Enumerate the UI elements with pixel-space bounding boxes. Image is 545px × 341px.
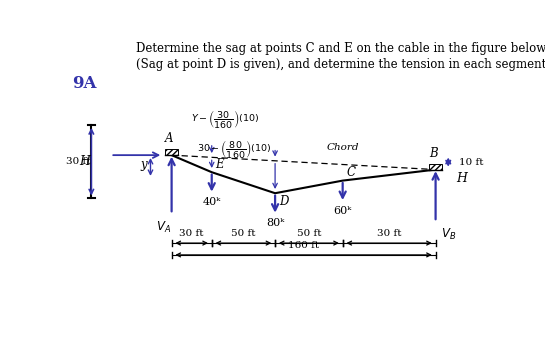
Text: 50 ft: 50 ft [231, 229, 256, 238]
Text: $Y-\left(\dfrac{30}{160}\right)(10)$: $Y-\left(\dfrac{30}{160}\right)(10)$ [191, 108, 259, 130]
Text: 30 ft: 30 ft [66, 157, 91, 166]
Text: 9A: 9A [72, 75, 97, 92]
Text: 40ᵏ: 40ᵏ [203, 197, 221, 207]
Text: 50 ft: 50 ft [296, 229, 321, 238]
Text: $V_A$: $V_A$ [156, 220, 171, 235]
Text: A: A [165, 132, 174, 145]
Text: 60ᵏ: 60ᵏ [334, 206, 352, 216]
Text: 80ᵏ: 80ᵏ [266, 219, 284, 228]
Bar [429, 164, 443, 169]
Bar [165, 149, 178, 155]
Text: B: B [429, 147, 438, 160]
Text: H: H [78, 155, 89, 168]
Text: 10 ft: 10 ft [459, 158, 483, 167]
Text: Chord: Chord [326, 143, 359, 152]
Text: (Sag at point D is given), and determine the tension in each segment.: (Sag at point D is given), and determine… [136, 58, 545, 71]
Text: D: D [280, 194, 289, 208]
Text: $30-\left(\dfrac{80}{160}\right)(10)$: $30-\left(\dfrac{80}{160}\right)(10)$ [197, 138, 271, 160]
Text: E: E [215, 158, 224, 171]
Text: y: y [140, 158, 147, 171]
Text: 160 ft: 160 ft [288, 241, 319, 250]
Text: H: H [456, 172, 467, 185]
Text: $V_B$: $V_B$ [441, 227, 456, 242]
Text: Determine the sag at points C and E on the cable in the figure below: Determine the sag at points C and E on t… [136, 42, 545, 55]
Text: 30 ft: 30 ft [179, 229, 204, 238]
Text: 30 ft: 30 ft [377, 229, 401, 238]
Text: C: C [346, 166, 355, 179]
